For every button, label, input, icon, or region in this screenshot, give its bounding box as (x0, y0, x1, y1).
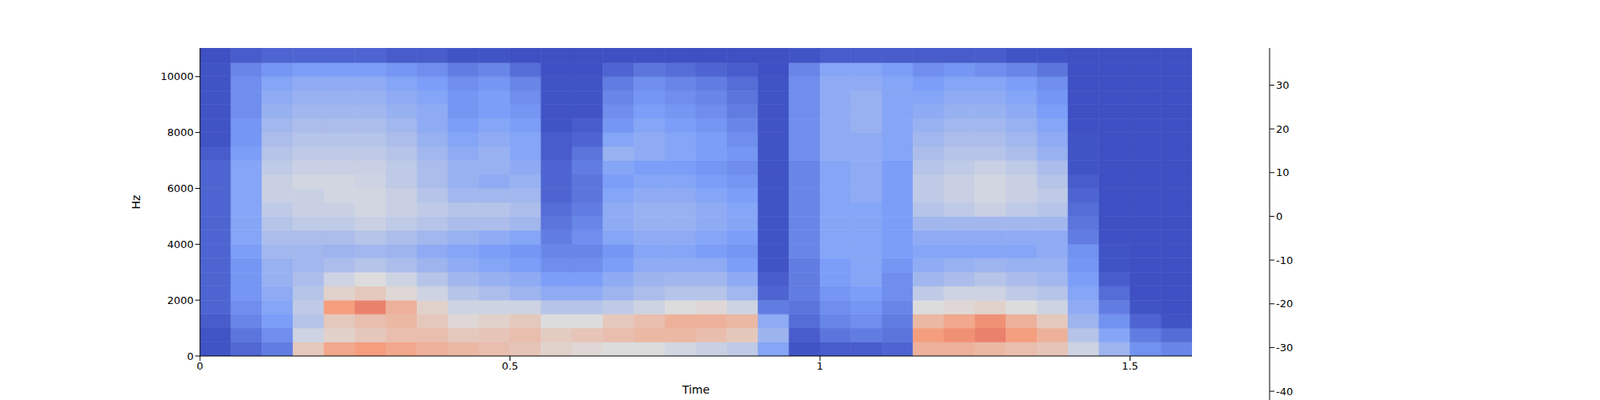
svg-text:-40: -40 (1276, 385, 1293, 398)
svg-text:-30: -30 (1276, 341, 1293, 354)
svg-text:8000: 8000 (167, 126, 194, 139)
svg-text:10000: 10000 (160, 70, 194, 83)
svg-text:1: 1 (816, 360, 824, 372)
svg-text:20: 20 (1276, 123, 1290, 136)
svg-text:0: 0 (187, 350, 194, 363)
svg-text:Time: Time (681, 383, 710, 396)
svg-text:-20: -20 (1276, 297, 1293, 310)
svg-text:30: 30 (1276, 79, 1290, 92)
svg-text:10: 10 (1276, 166, 1290, 179)
svg-text:6000: 6000 (167, 182, 194, 195)
svg-text:-10: -10 (1276, 254, 1293, 267)
svg-text:0: 0 (196, 360, 204, 372)
svg-text:0.5: 0.5 (501, 360, 519, 372)
svg-text:2000: 2000 (167, 294, 194, 307)
svg-text:4000: 4000 (167, 238, 194, 251)
svg-text:1.5: 1.5 (1121, 360, 1139, 372)
svg-text:Hz: Hz (129, 195, 143, 210)
svg-text:0: 0 (1276, 210, 1283, 223)
